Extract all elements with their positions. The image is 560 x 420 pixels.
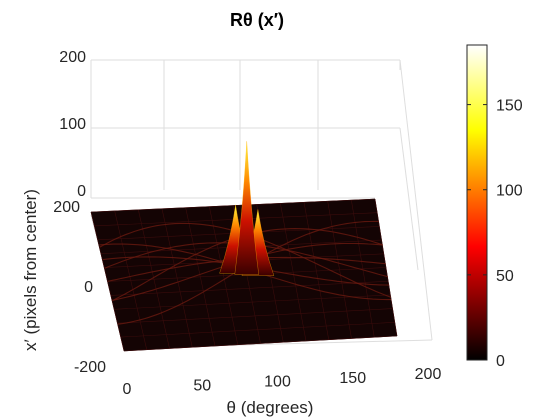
mesh-line [110,280,389,296]
colorbar: 0 50 100 150 [466,44,523,370]
y-axis-ticks: -200 0 200 [53,199,106,376]
colorbar-tick-label: 0 [496,353,505,370]
y-axis-label: x′ (pixels from center) [21,189,40,351]
mesh-line [117,308,393,324]
colorbar-gradient [466,44,488,361]
z-axis-ticks: 0 100 200 [59,49,86,200]
x-tick-label: 50 [193,377,211,394]
colorbar-ticks: 0 50 100 150 [467,98,523,370]
chart-title: Rθ (x′) [230,10,284,30]
x-tick-label: 0 [123,381,132,398]
y-tick-label: 0 [84,279,93,296]
surface-peaks [219,141,275,276]
y-tick-label: 200 [53,199,80,216]
x-axis-ticks: 0 50 100 150 200 [123,366,442,398]
z-tick-label: 100 [59,116,86,133]
y-tick-label: -200 [74,359,106,376]
mesh-line [120,322,395,338]
x-tick-label: 150 [339,370,366,387]
z-tick-label: 200 [59,49,86,66]
x-axis-label: θ (degrees) [227,398,314,417]
mesh-line [123,335,398,352]
main-peak [234,141,260,275]
mesh-line [90,198,376,213]
z-tick-label: 0 [77,183,86,200]
x-tick-label: 100 [264,374,291,391]
colorbar-tick-label: 150 [496,98,523,115]
x-tick-label: 200 [415,366,442,383]
mesh-line [114,294,391,310]
colorbar-tick-label: 100 [496,183,523,200]
colorbar-tick-label: 50 [496,268,514,285]
